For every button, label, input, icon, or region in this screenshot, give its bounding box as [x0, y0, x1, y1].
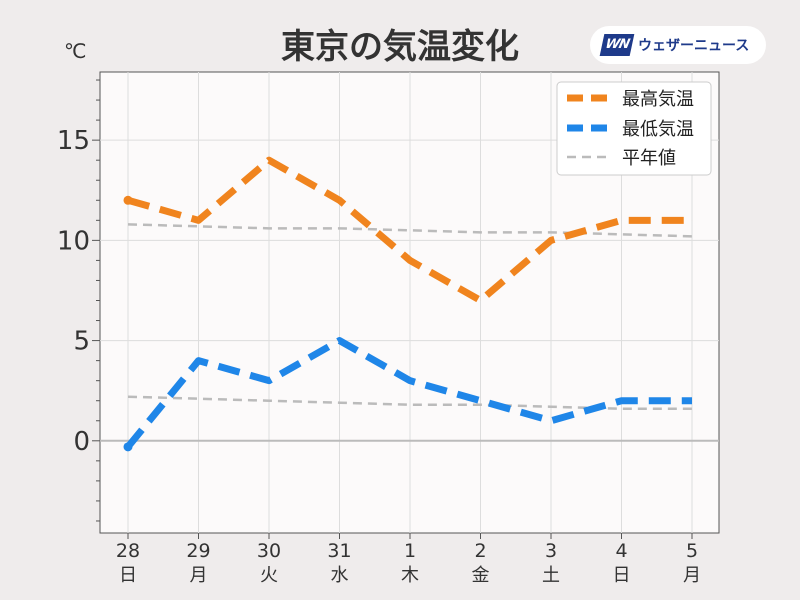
x-tick-weekday: 日: [613, 565, 631, 586]
chart-title: 東京の気温変化: [281, 27, 519, 67]
legend-label-high: 最高気温: [622, 89, 694, 110]
y-axis: 0 5 10 15: [57, 79, 100, 522]
x-tick-date: 30: [257, 540, 281, 562]
x-tick-weekday: 金: [472, 565, 490, 586]
legend-label-low: 最低気温: [622, 119, 694, 140]
x-tick-weekday: 水: [331, 565, 349, 586]
data-point-high: [123, 195, 133, 205]
y-tick-label: 15: [57, 126, 90, 156]
x-tick-date: 2: [474, 540, 486, 562]
x-tick-date: 31: [327, 540, 351, 562]
logo-mark: WN: [599, 34, 635, 56]
normal-line-high: [127, 223, 693, 238]
x-axis: 28 日 29 月 30 火 31 水 1 木 2 金 3 土 4 日 5 月: [116, 533, 701, 586]
legend: 最高気温 最低気温 平年値: [556, 81, 712, 176]
data-point-low: [123, 442, 133, 452]
x-tick-date: 4: [615, 540, 627, 562]
x-tick-date: 28: [116, 540, 140, 562]
series-group: [123, 156, 693, 452]
y-tick-label: 10: [57, 226, 90, 256]
y-tick-label: 0: [73, 427, 90, 457]
legend-label-normal: 平年値: [622, 148, 676, 169]
x-tick-weekday: 月: [190, 565, 208, 586]
x-tick-date: 1: [404, 540, 416, 562]
x-tick-date: 29: [186, 540, 210, 562]
x-tick-date: 5: [686, 540, 698, 562]
x-tick-weekday: 火: [260, 565, 278, 586]
x-tick-weekday: 木: [401, 565, 419, 586]
x-tick-weekday: 日: [119, 565, 137, 586]
logo-text: ウェザーニュース: [638, 38, 750, 54]
x-tick-weekday: 月: [683, 565, 701, 586]
legend-box: [556, 81, 712, 176]
weathernews-logo: WN ウェザーニュース: [590, 26, 766, 64]
x-tick-date: 3: [545, 540, 557, 562]
y-unit-label: ℃: [64, 39, 86, 63]
y-tick-label: 5: [73, 327, 90, 357]
x-tick-weekday: 土: [542, 565, 560, 586]
